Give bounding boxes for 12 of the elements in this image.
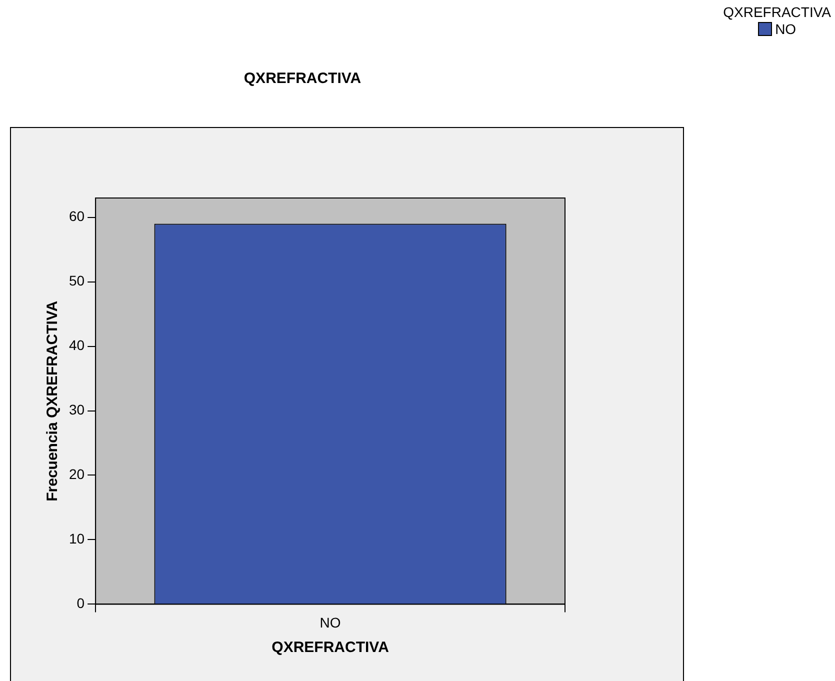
chart-title: QXREFRACTIVA	[244, 70, 362, 88]
y-tick-label: 10	[68, 530, 85, 547]
y-tick-label: 30	[68, 402, 85, 418]
y-tick-label: 20	[68, 466, 85, 482]
y-tick-label: 0	[76, 595, 85, 612]
legend-title: QXREFRACTIVA	[723, 4, 831, 21]
y-tick-label: 60	[68, 208, 85, 224]
y-tick-label: 50	[68, 272, 85, 289]
x-axis-title: QXREFRACTIVA	[272, 639, 390, 656]
y-tick-label: 40	[68, 337, 85, 354]
y-axis-title: Frecuencia QXREFRACTIVA	[44, 300, 62, 502]
text: NO	[775, 21, 796, 37]
